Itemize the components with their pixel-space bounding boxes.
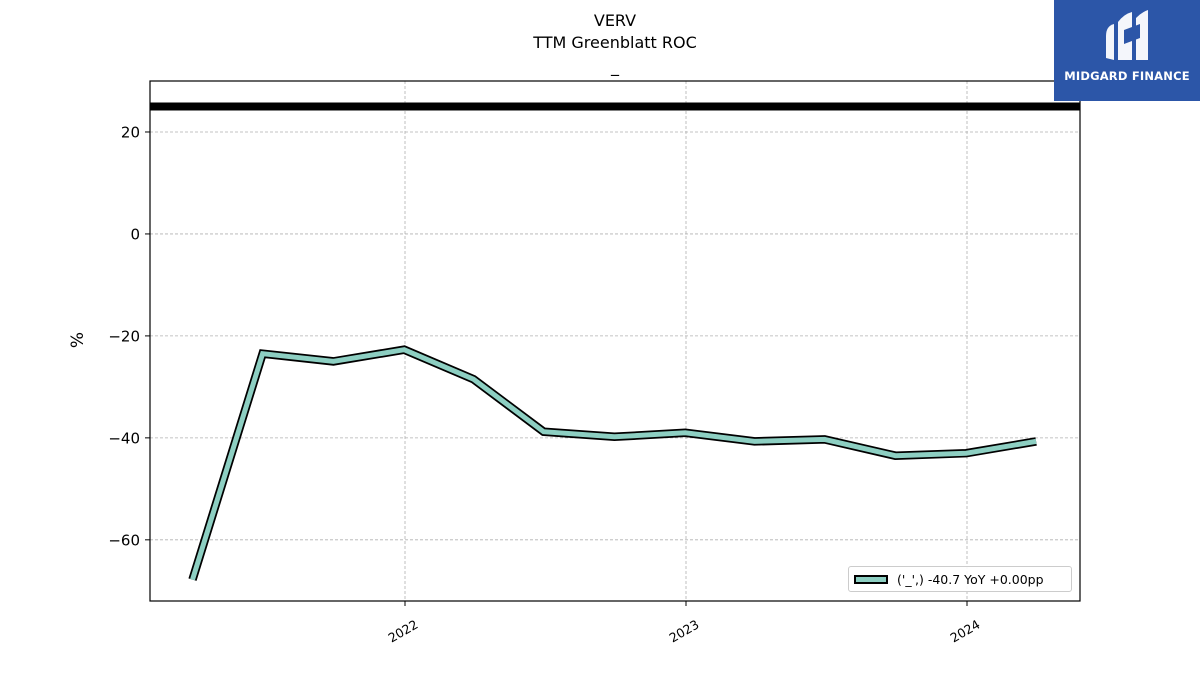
- y-tick-label: −20: [108, 327, 140, 345]
- midgard-finance-logo: MIDGARD FINANCE: [1054, 0, 1200, 101]
- grid-lines: [150, 81, 1080, 601]
- x-axis-ticks: 2022 2023 2024: [385, 601, 983, 646]
- y-tick-label: 20: [121, 123, 140, 141]
- logo-mark-icon: [1106, 10, 1148, 60]
- logo-text: MIDGARD FINANCE: [1064, 69, 1190, 83]
- y-tick-label: 0: [130, 225, 140, 243]
- chart-title: VERV: [593, 11, 637, 30]
- x-tick-label: 2024: [947, 617, 982, 646]
- series-line: [190, 347, 1037, 581]
- y-axis-label: %: [68, 331, 88, 349]
- legend-swatch: [854, 575, 888, 584]
- y-tick-label: −40: [108, 429, 140, 447]
- series-lines: [188, 345, 1037, 581]
- legend-label: ('_',) -40.7 YoY +0.00pp: [897, 572, 1044, 587]
- legend: ('_',) -40.7 YoY +0.00pp: [848, 566, 1072, 592]
- x-tick-label: 2023: [666, 617, 701, 646]
- y-axis-ticks: 20 0 −20 −40 −60: [108, 123, 150, 549]
- x-tick-label: 2022: [385, 617, 420, 646]
- chart-subtitle-2: _: [611, 57, 619, 76]
- chart-subtitle: TTM Greenblatt ROC: [533, 33, 697, 52]
- plot-frame: [149, 80, 1081, 602]
- series-line-outline: [188, 345, 1037, 581]
- y-tick-label: −60: [108, 531, 140, 549]
